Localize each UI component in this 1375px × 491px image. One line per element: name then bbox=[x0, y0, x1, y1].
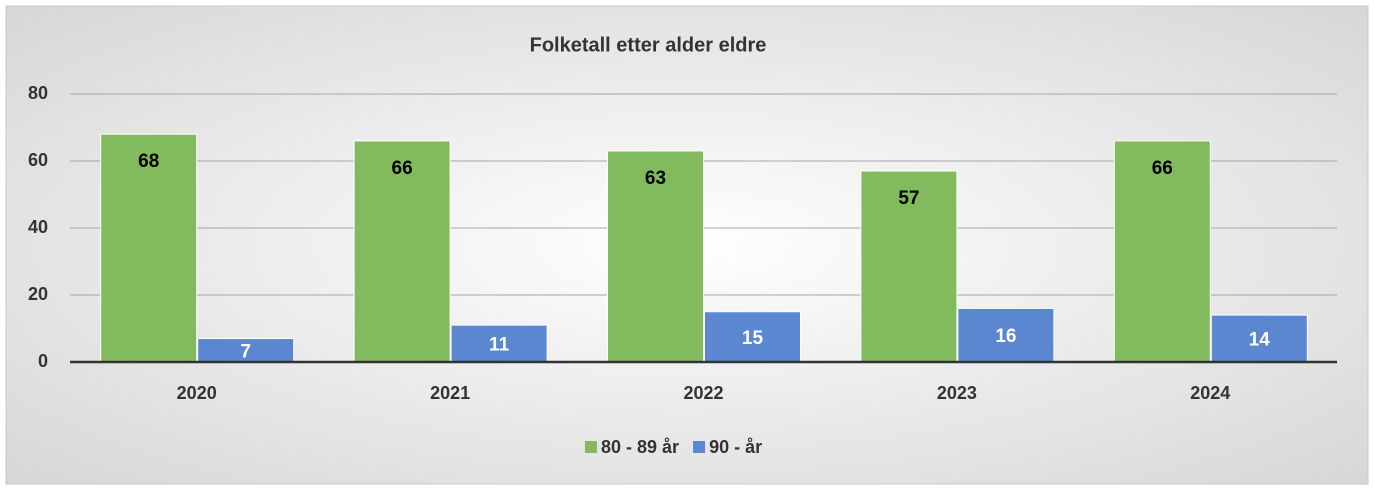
data-label: 63 bbox=[645, 168, 666, 189]
data-label: 14 bbox=[1249, 330, 1271, 351]
chart-title: Folketall etter alder eldre bbox=[530, 34, 767, 56]
data-label: 15 bbox=[742, 328, 764, 349]
x-tick-label: 2022 bbox=[683, 383, 723, 403]
data-label: 11 bbox=[489, 335, 510, 356]
data-label: 66 bbox=[1152, 158, 1173, 179]
data-label: 7 bbox=[240, 341, 251, 362]
x-tick-label: 2020 bbox=[177, 383, 217, 403]
bar bbox=[607, 150, 704, 363]
y-tick-label: 80 bbox=[28, 83, 48, 103]
legend-label: 80 - 89 år bbox=[601, 437, 679, 457]
y-tick-label: 20 bbox=[28, 284, 48, 304]
data-label: 57 bbox=[898, 188, 919, 209]
y-tick-label: 60 bbox=[28, 150, 48, 170]
legend-swatch bbox=[693, 441, 706, 453]
x-tick-label: 2023 bbox=[937, 383, 977, 403]
x-tick-label: 2024 bbox=[1190, 383, 1230, 403]
x-tick-label: 2021 bbox=[430, 383, 470, 403]
bar bbox=[353, 140, 451, 363]
data-label: 16 bbox=[995, 326, 1016, 347]
data-label: 66 bbox=[392, 158, 413, 179]
bar bbox=[450, 324, 548, 363]
legend-swatch bbox=[585, 441, 597, 453]
bar bbox=[704, 311, 801, 363]
bar bbox=[1210, 314, 1308, 363]
bar bbox=[860, 170, 958, 363]
y-tick-label: 0 bbox=[38, 351, 48, 371]
y-tick-label: 40 bbox=[28, 217, 48, 237]
legend-label: 90 - år bbox=[709, 437, 762, 457]
data-label: 68 bbox=[138, 151, 159, 172]
bar bbox=[957, 307, 1055, 363]
